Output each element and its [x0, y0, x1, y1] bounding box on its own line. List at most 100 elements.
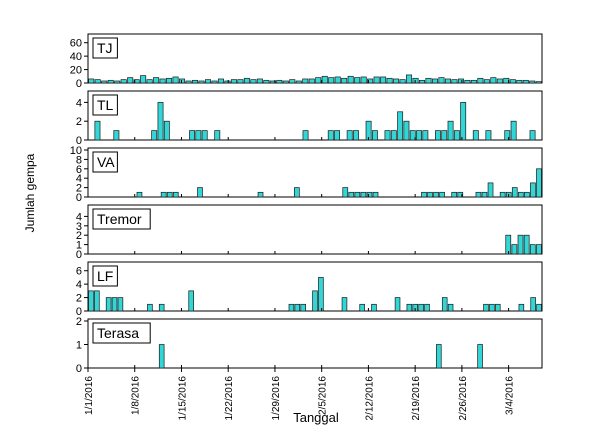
bar-tj [263, 79, 270, 84]
bar-lf [147, 303, 153, 312]
x-tick-label: 2/12/2016 [364, 376, 375, 421]
bar-va [166, 191, 173, 198]
bar-va [433, 191, 439, 198]
y-tick-label: 0 [76, 192, 82, 204]
bar-tl [422, 130, 429, 141]
x-tick-label: 2/26/2016 [458, 376, 469, 421]
panel-frame [87, 204, 543, 255]
bar-tj [438, 77, 445, 84]
bar-lf [111, 297, 118, 312]
bar-tj [146, 79, 153, 84]
bar-tj [496, 78, 503, 84]
bar-tj [425, 77, 432, 84]
panel-tl: 0 2 4 TL [76, 90, 543, 147]
bar-tj [94, 79, 101, 84]
bar-tj [535, 81, 542, 84]
bar-tj [133, 79, 140, 84]
bar-tl [384, 130, 391, 141]
bar-tj [185, 80, 192, 84]
bar-tj [250, 79, 257, 84]
bar-tj [522, 79, 529, 84]
bar-tj [107, 79, 114, 84]
bar-tj [88, 78, 95, 84]
bar-va [360, 191, 367, 198]
y-tick-label: 2 [76, 230, 82, 242]
bar-tj [509, 79, 516, 84]
panel-label: TJ [97, 40, 113, 56]
bar-tl [485, 130, 492, 141]
bar-tremor [511, 244, 518, 255]
bar-tj [464, 79, 471, 84]
bar-lf [489, 303, 495, 312]
bar-va [499, 191, 506, 198]
panel-label: LF [97, 268, 113, 284]
bar-tj [192, 79, 199, 84]
bar-tl [189, 130, 195, 141]
y-tick-label: 0 [76, 249, 82, 261]
bar-va [348, 191, 355, 198]
bar-tj [166, 77, 173, 84]
bar-tj [529, 80, 536, 84]
bar-lf [447, 303, 454, 312]
bar-tl [94, 120, 101, 141]
bar-tl [302, 130, 309, 141]
x-tick-label: 3/4/2016 [505, 376, 516, 415]
y-tick-label: 60 [70, 38, 82, 50]
bar-tl [453, 130, 460, 141]
bar-lf [341, 297, 348, 312]
x-tick-label: 2/5/2016 [318, 376, 329, 415]
bar-lf [530, 297, 536, 312]
x-tick-label: 1/8/2016 [131, 376, 142, 415]
bar-tj [393, 78, 400, 84]
bar-tj [490, 77, 497, 84]
bar-va [439, 191, 445, 198]
bar-tremor [529, 244, 536, 255]
panel-label: TL [97, 97, 114, 113]
panel-frame [87, 318, 543, 369]
bar-tl [435, 130, 441, 141]
panel-label: Terasa [97, 325, 139, 341]
bar-lf [312, 290, 318, 312]
bar-va [342, 187, 349, 198]
bar-terasa [158, 344, 165, 369]
bar-lf [105, 297, 112, 312]
bar-tj [457, 78, 464, 84]
bar-lf [318, 277, 324, 312]
y-tick-label: 2 [76, 293, 82, 305]
bar-va [427, 191, 433, 198]
y-tick-label: 4 [76, 279, 82, 291]
x-axis-label: Tanggal [293, 410, 339, 425]
bar-lf [88, 290, 94, 312]
bar-tj [114, 80, 121, 84]
y-tick-label: 0 [76, 78, 82, 90]
bar-tj [373, 76, 380, 84]
bar-tl [214, 130, 221, 141]
bar-lf [518, 303, 525, 312]
bar-lf [94, 290, 100, 312]
bar-lf [536, 303, 542, 312]
y-tick-label: 40 [70, 51, 82, 63]
bar-tl [371, 130, 378, 141]
bar-tl [346, 130, 353, 141]
bar-tj [204, 79, 212, 84]
bar-tl [397, 111, 404, 141]
bar-tl [163, 120, 170, 141]
bar-va [481, 191, 488, 198]
bar-tremor [536, 244, 542, 255]
x-axis: 1/1/2016 1/8/2016 1/15/2016 1/22/2016 1/29/2… [84, 368, 516, 421]
bar-tl [447, 120, 454, 141]
y-tick-label: 2 [76, 116, 82, 128]
panel-label-box [92, 37, 118, 59]
bar-tj [179, 78, 186, 84]
bar-lf [441, 297, 448, 312]
bar-tj [386, 77, 393, 84]
bar-va [475, 191, 482, 198]
bar-tl [441, 130, 448, 141]
bar-tj [341, 77, 348, 84]
bar-tl [353, 130, 359, 141]
bar-tj [153, 77, 160, 84]
y-tick-label: 4 [76, 97, 82, 109]
bar-tj [315, 77, 322, 84]
